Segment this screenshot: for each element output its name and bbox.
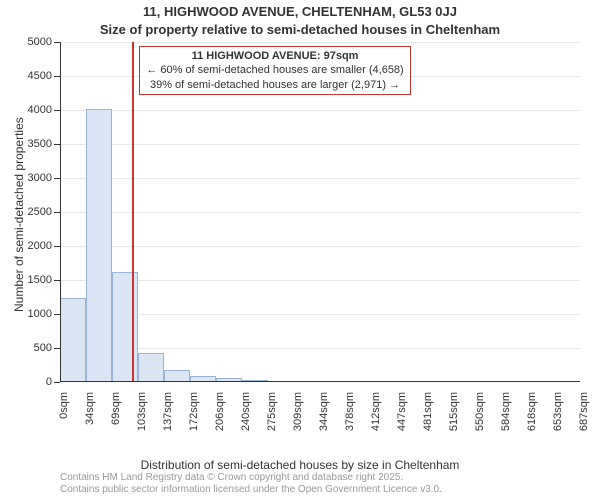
- annotation-line-1: 11 HIGHWOOD AVENUE: 97sqm: [146, 49, 403, 63]
- x-tick-label: 206sqm: [214, 392, 226, 431]
- x-tick-label: 412sqm: [370, 392, 382, 431]
- x-tick-label: 172sqm: [188, 392, 200, 431]
- x-tick-label: 344sqm: [318, 392, 330, 431]
- x-tick-label: 69sqm: [110, 392, 122, 425]
- x-tick-label: 687sqm: [578, 392, 590, 431]
- x-tick-label: 137sqm: [162, 392, 174, 431]
- y-tick-mark: [54, 382, 60, 383]
- x-tick-label: 481sqm: [422, 392, 434, 431]
- x-tick-label: 550sqm: [474, 392, 486, 431]
- y-tick-mark: [54, 76, 60, 77]
- x-tick-label: 275sqm: [266, 392, 278, 431]
- plot-area: 11 HIGHWOOD AVENUE: 97sqm ← 60% of semi-…: [60, 42, 580, 382]
- y-tick-label: 4000: [28, 104, 52, 116]
- grid-line: [60, 110, 580, 111]
- y-tick-mark: [54, 110, 60, 111]
- y-tick-label: 1000: [28, 308, 52, 320]
- y-tick-label: 4500: [28, 70, 52, 82]
- x-axis-label: Distribution of semi-detached houses by …: [0, 458, 600, 472]
- x-tick-label: 447sqm: [396, 392, 408, 431]
- y-tick-label: 3000: [28, 172, 52, 184]
- histogram-bar: [86, 109, 112, 382]
- chart-title-sub: Size of property relative to semi-detach…: [0, 22, 600, 37]
- annotation-line-3: 39% of semi-detached houses are larger (…: [146, 78, 403, 92]
- y-tick-mark: [54, 42, 60, 43]
- y-tick-label: 2000: [28, 240, 52, 252]
- x-tick-label: 515sqm: [448, 392, 460, 431]
- grid-line: [60, 314, 580, 315]
- grid-line: [60, 144, 580, 145]
- y-tick-label: 0: [46, 376, 52, 388]
- histogram-bar: [60, 298, 86, 382]
- y-tick-mark: [54, 314, 60, 315]
- histogram-bar: [138, 353, 164, 382]
- grid-line: [60, 246, 580, 247]
- chart-title-main: 11, HIGHWOOD AVENUE, CHELTENHAM, GL53 0J…: [0, 4, 600, 19]
- x-tick-label: 618sqm: [526, 392, 538, 431]
- footer-text: Contains HM Land Registry data © Crown c…: [60, 472, 442, 496]
- x-tick-label: 653sqm: [552, 392, 564, 431]
- grid-line: [60, 348, 580, 349]
- x-axis-line: [60, 381, 580, 382]
- x-tick-label: 103sqm: [136, 392, 148, 431]
- y-tick-mark: [54, 144, 60, 145]
- y-axis-line: [60, 42, 61, 382]
- annotation-line-2: ← 60% of semi-detached houses are smalle…: [146, 63, 403, 77]
- y-tick-label: 2500: [28, 206, 52, 218]
- x-tick-label: 378sqm: [344, 392, 356, 431]
- x-tick-label: 0sqm: [58, 392, 70, 419]
- y-tick-mark: [54, 246, 60, 247]
- x-tick-label: 240sqm: [240, 392, 252, 431]
- y-tick-mark: [54, 280, 60, 281]
- y-tick-label: 5000: [28, 36, 52, 48]
- grid-line: [60, 212, 580, 213]
- y-tick-label: 500: [34, 342, 52, 354]
- x-tick-label: 309sqm: [292, 392, 304, 431]
- property-marker-line: [132, 42, 134, 382]
- y-tick-mark: [54, 348, 60, 349]
- grid-line: [60, 280, 580, 281]
- grid-line: [60, 178, 580, 179]
- y-axis-label: Number of semi-detached properties: [12, 117, 26, 312]
- footer-line-1: Contains HM Land Registry data © Crown c…: [60, 472, 403, 483]
- y-tick-mark: [54, 212, 60, 213]
- y-tick-mark: [54, 178, 60, 179]
- footer-line-2: Contains public sector information licen…: [60, 484, 442, 495]
- annotation-box: 11 HIGHWOOD AVENUE: 97sqm ← 60% of semi-…: [139, 46, 410, 95]
- y-tick-label: 3500: [28, 138, 52, 150]
- grid-line: [60, 42, 580, 43]
- x-tick-label: 584sqm: [500, 392, 512, 431]
- chart-container: 11, HIGHWOOD AVENUE, CHELTENHAM, GL53 0J…: [0, 0, 600, 500]
- x-tick-label: 34sqm: [84, 392, 96, 425]
- y-tick-label: 1500: [28, 274, 52, 286]
